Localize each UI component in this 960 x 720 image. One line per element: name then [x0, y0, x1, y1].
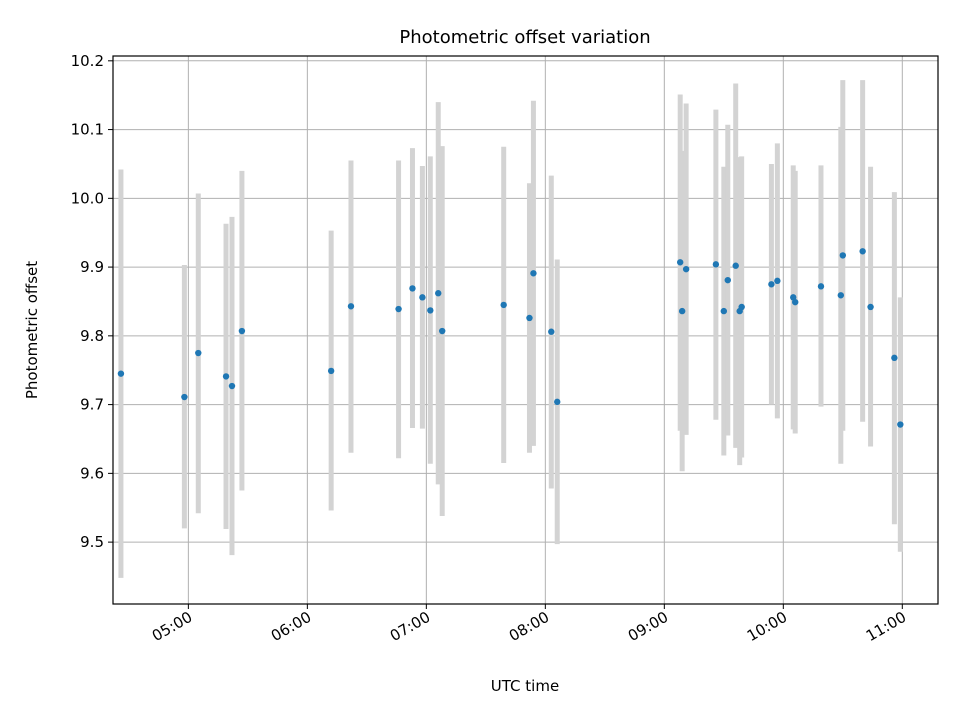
data-point: [712, 261, 720, 268]
data-point: [228, 382, 236, 390]
plot-background: [113, 56, 938, 604]
data-point: [790, 294, 797, 301]
y-tick-label: 10.0: [71, 189, 104, 207]
data-point: [738, 303, 745, 311]
data-point: [439, 327, 446, 335]
data-point: [500, 301, 507, 309]
y-tick-label: 10.2: [71, 52, 104, 70]
data-point: [768, 281, 775, 288]
data-point: [395, 305, 402, 313]
data-point: [859, 248, 866, 255]
data-point: [238, 327, 246, 335]
data-points: [117, 248, 904, 428]
data-point: [195, 349, 202, 357]
data-point: [554, 398, 561, 406]
data-point: [526, 314, 533, 322]
data-point: [891, 354, 898, 362]
data-point: [774, 277, 781, 285]
y-tick-label: 9.6: [80, 464, 104, 482]
data-point: [792, 298, 799, 306]
data-point: [897, 421, 904, 428]
data-point: [181, 393, 188, 401]
grid: [113, 56, 938, 604]
data-point: [409, 285, 416, 292]
data-point: [117, 370, 125, 377]
plot-frame: [112, 55, 939, 605]
data-point: [347, 303, 355, 310]
data-point: [548, 328, 555, 335]
data-point: [676, 259, 684, 266]
y-axis-title: Photometric offset: [23, 261, 41, 399]
y-tick-label: 9.5: [80, 533, 104, 551]
data-point: [817, 283, 825, 290]
chart-title: Photometric offset variation: [399, 27, 650, 48]
y-tick-label: 9.8: [80, 327, 104, 345]
data-point: [419, 294, 426, 301]
y-tick-label: 9.9: [80, 258, 104, 276]
data-point: [678, 307, 686, 315]
data-point: [427, 307, 434, 314]
data-point: [839, 252, 847, 259]
data-point: [222, 373, 230, 380]
data-point: [720, 307, 728, 315]
y-axis: 9.5 9.6 9.7 9.8 9.9 10.0 10.1 10.2: [71, 52, 113, 551]
data-point: [530, 270, 537, 277]
data-point: [682, 265, 690, 273]
y-tick-label: 10.1: [71, 121, 104, 139]
y-tick-label: 9.7: [80, 396, 104, 414]
data-point: [867, 303, 874, 311]
data-point: [837, 292, 845, 299]
data-point: [435, 290, 442, 297]
data-point: [724, 276, 731, 284]
data-point: [327, 367, 335, 375]
plot-area: 05:00 06:00 07:00 08:00 09:00 10:00 11:00 9.59…: [71, 52, 939, 645]
x-axis-title: UTC time: [491, 677, 559, 695]
data-point: [732, 262, 739, 269]
